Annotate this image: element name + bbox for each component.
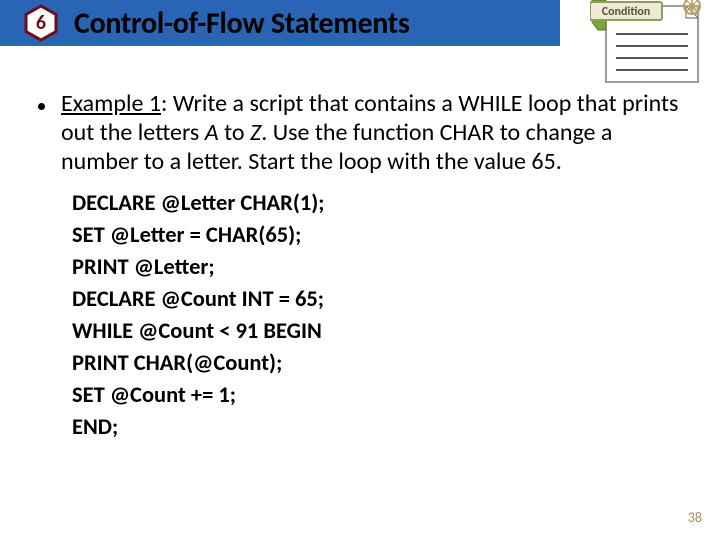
code-line: END;: [72, 412, 682, 444]
code-line: SET @Letter = CHAR(65);: [72, 220, 682, 252]
code-line: DECLARE @Count INT = 65;: [72, 284, 682, 316]
condition-label: Condition: [602, 5, 651, 19]
example-label: Example 1: [61, 89, 161, 118]
condition-graphic: Condition: [590, 0, 702, 86]
example-italic-a: A: [205, 118, 219, 147]
slide-title: Control-of-Flow Statements: [74, 5, 410, 42]
header-bar: 6 Control-of-Flow Statements: [0, 0, 560, 46]
code-line: PRINT CHAR(@Count);: [72, 348, 682, 380]
example-mid: to: [219, 118, 250, 147]
code-line: PRINT @Letter;: [72, 252, 682, 284]
content-area: Example 1: Write a script that contains …: [38, 90, 682, 444]
example-italic-z: Z: [250, 118, 261, 147]
slide-number: 38: [688, 509, 702, 526]
code-line: WHILE @Count < 91 BEGIN: [72, 316, 682, 348]
bullet-icon: [38, 103, 45, 110]
code-line: SET @Count += 1;: [72, 380, 682, 412]
chapter-badge: 6: [22, 4, 60, 42]
example-text: Example 1: Write a script that contains …: [61, 90, 682, 176]
code-line: DECLARE @Letter CHAR(1);: [72, 188, 682, 220]
chapter-number: 6: [36, 11, 46, 35]
example-bullet: Example 1: Write a script that contains …: [38, 90, 682, 176]
code-block: DECLARE @Letter CHAR(1); SET @Letter = C…: [72, 188, 682, 444]
